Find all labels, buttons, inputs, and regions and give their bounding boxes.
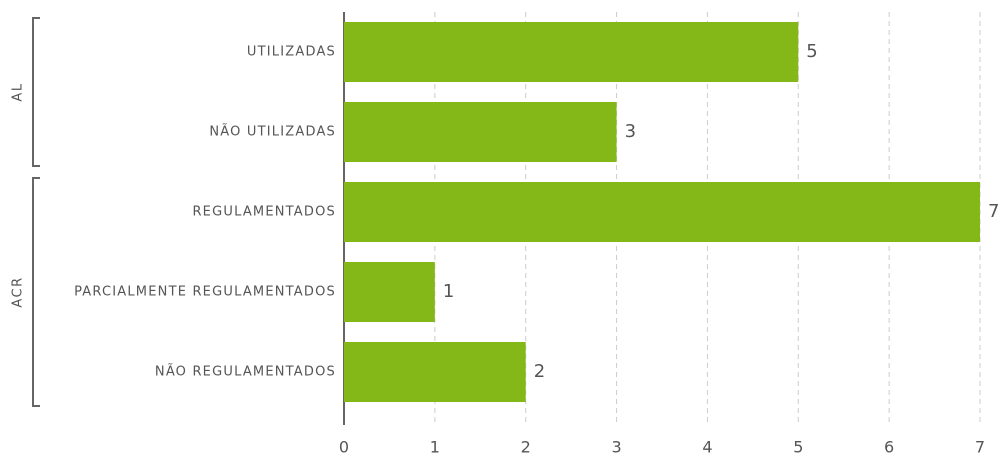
value-label: 7 (988, 201, 999, 222)
value-label: 2 (534, 361, 545, 382)
x-tick-label: 3 (611, 438, 621, 457)
bar (344, 102, 617, 162)
x-tick-label: 5 (793, 438, 803, 457)
x-tick-label: 6 (884, 438, 894, 457)
value-label: 3 (625, 121, 636, 142)
bar (344, 182, 980, 242)
group-label: ACR (11, 276, 26, 307)
y-tick-label: NÃO UTILIZADAS (209, 124, 336, 140)
y-tick-label: REGULAMENTADOS (192, 205, 336, 220)
group-label: AL (11, 82, 26, 101)
x-tick-label: 2 (521, 438, 531, 457)
y-tick-label: PARCIALMENTE REGULAMENTADOS (74, 285, 336, 300)
y-tick-label: NÃO REGULAMENTADOS (155, 364, 336, 380)
y-tick-label: UTILIZADAS (247, 45, 336, 60)
bar (344, 342, 526, 402)
bar (344, 262, 435, 322)
group-bracket (32, 177, 40, 407)
x-tick-label: 7 (975, 438, 985, 457)
bar (344, 22, 799, 82)
x-tick-label: 0 (339, 438, 349, 457)
x-tick-label: 1 (430, 438, 440, 457)
group-bracket (32, 17, 40, 167)
x-tick-label: 4 (702, 438, 712, 457)
value-label: 1 (443, 281, 454, 302)
value-label: 5 (806, 41, 817, 62)
